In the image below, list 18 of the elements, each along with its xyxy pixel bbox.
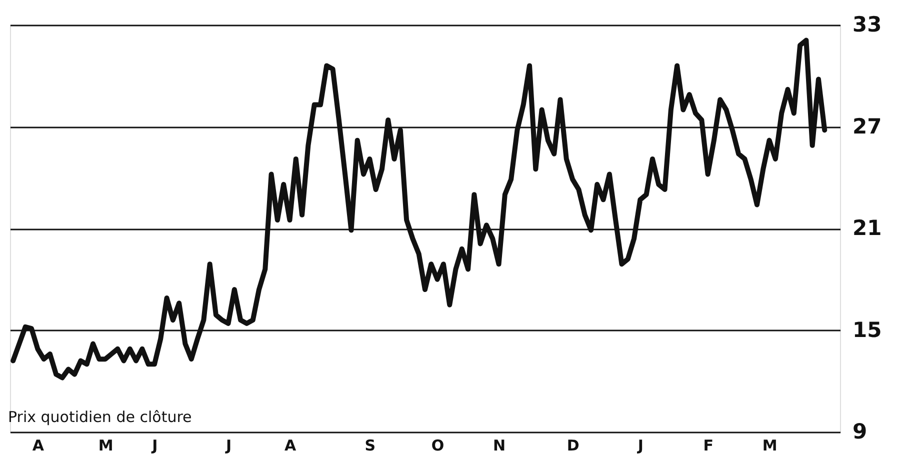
x-tick-label: F	[703, 436, 714, 454]
x-tick-label: S	[364, 436, 376, 454]
y-tick-label: 33	[852, 12, 882, 36]
y-tick-label: 27	[852, 114, 882, 138]
x-tick-label: D	[566, 436, 580, 454]
y-tick-label: 21	[852, 216, 882, 240]
x-tick-label: N	[492, 436, 506, 454]
x-tick-label: M	[762, 436, 778, 454]
x-tick-label: J	[224, 436, 232, 454]
annotation: Prix quotidien de clôture	[8, 408, 192, 426]
x-tick-label: J	[636, 436, 644, 454]
x-tick-label: M	[98, 436, 114, 454]
y-tick-label: 9	[852, 420, 868, 444]
x-tick-label: A	[32, 436, 44, 454]
x-tick-label: J	[151, 436, 158, 454]
x-tick-label: A	[284, 436, 296, 454]
x-tick-label: O	[431, 436, 444, 454]
y-tick-label: 15	[852, 318, 882, 342]
